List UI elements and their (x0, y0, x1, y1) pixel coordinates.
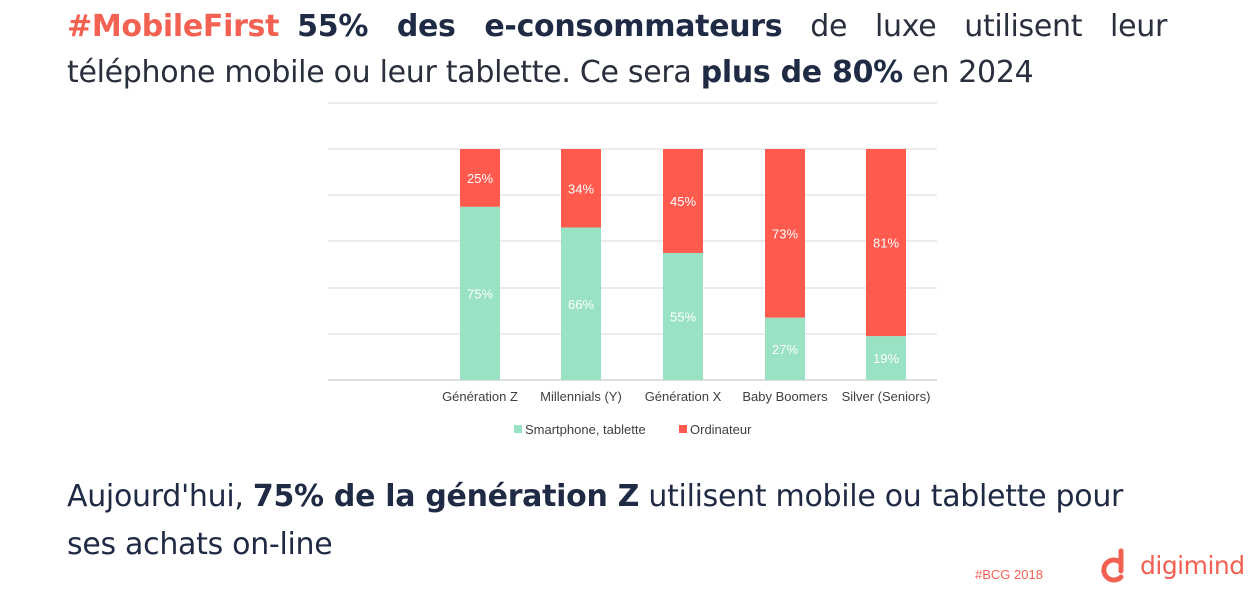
legend-swatch-1 (679, 425, 687, 433)
bar-desktop-4 (866, 149, 906, 337)
data-label-desktop-4: 81% (873, 236, 899, 251)
bar-desktop-1 (561, 149, 601, 228)
category-label-3: Baby Boomers (742, 389, 828, 404)
legend-swatch-0 (514, 425, 522, 433)
data-label-mobile-1: 66% (568, 297, 594, 312)
source-label: #BCG 2018 (975, 567, 1043, 582)
data-label-mobile-4: 19% (873, 351, 899, 366)
bottom-text: Aujourd'hui, (67, 479, 253, 514)
bar-mobile-2 (663, 252, 703, 380)
data-label-desktop-0: 25% (467, 171, 493, 186)
data-label-mobile-3: 27% (772, 342, 798, 357)
bar-mobile-3 (765, 317, 805, 380)
headline-bold-stat: 55% des e-consommateurs (297, 9, 783, 44)
bottom-text-end: utilisent mobile ou tablette pour ses ac… (67, 479, 1124, 562)
category-label-2: Génération X (645, 389, 722, 404)
data-label-mobile-2: 55% (670, 309, 696, 324)
category-label-4: Silver (Seniors) (842, 389, 931, 404)
data-label-desktop-1: 34% (568, 181, 594, 196)
legend-label-1: Ordinateur (690, 422, 752, 437)
headline-text: de luxe utilisent leur téléphone mobile … (67, 9, 1167, 90)
bar-mobile-0 (460, 206, 500, 380)
bar-desktop-3 (765, 149, 805, 318)
data-label-mobile-0: 75% (467, 286, 493, 301)
legend-label-0: Smartphone, tablette (525, 422, 646, 437)
bar-desktop-2 (663, 149, 703, 253)
bottom-statement: Aujourd'hui, 75% de la génération Z util… (67, 473, 1177, 569)
brand-logo: digimind (1100, 547, 1245, 583)
headline-text-end: en 2024 (902, 55, 1034, 90)
data-label-desktop-2: 45% (670, 194, 696, 209)
bar-mobile-4 (866, 336, 906, 380)
brand-name: digimind (1140, 550, 1245, 580)
category-label-0: Génération Z (442, 389, 518, 404)
bar-mobile-1 (561, 227, 601, 380)
hashtag-mobilefirst: #MobileFirst (67, 9, 280, 44)
data-label-desktop-3: 73% (772, 226, 798, 241)
headline: #MobileFirst 55% des e-consommateurs de l… (67, 4, 1167, 96)
headline-bold-forecast: plus de 80% (700, 55, 904, 90)
bottom-bold-stat: 75% de la génération Z (252, 479, 640, 514)
category-label-1: Millennials (Y) (540, 389, 622, 404)
bar-desktop-0 (460, 149, 500, 207)
digimind-logo-icon (1101, 548, 1124, 583)
